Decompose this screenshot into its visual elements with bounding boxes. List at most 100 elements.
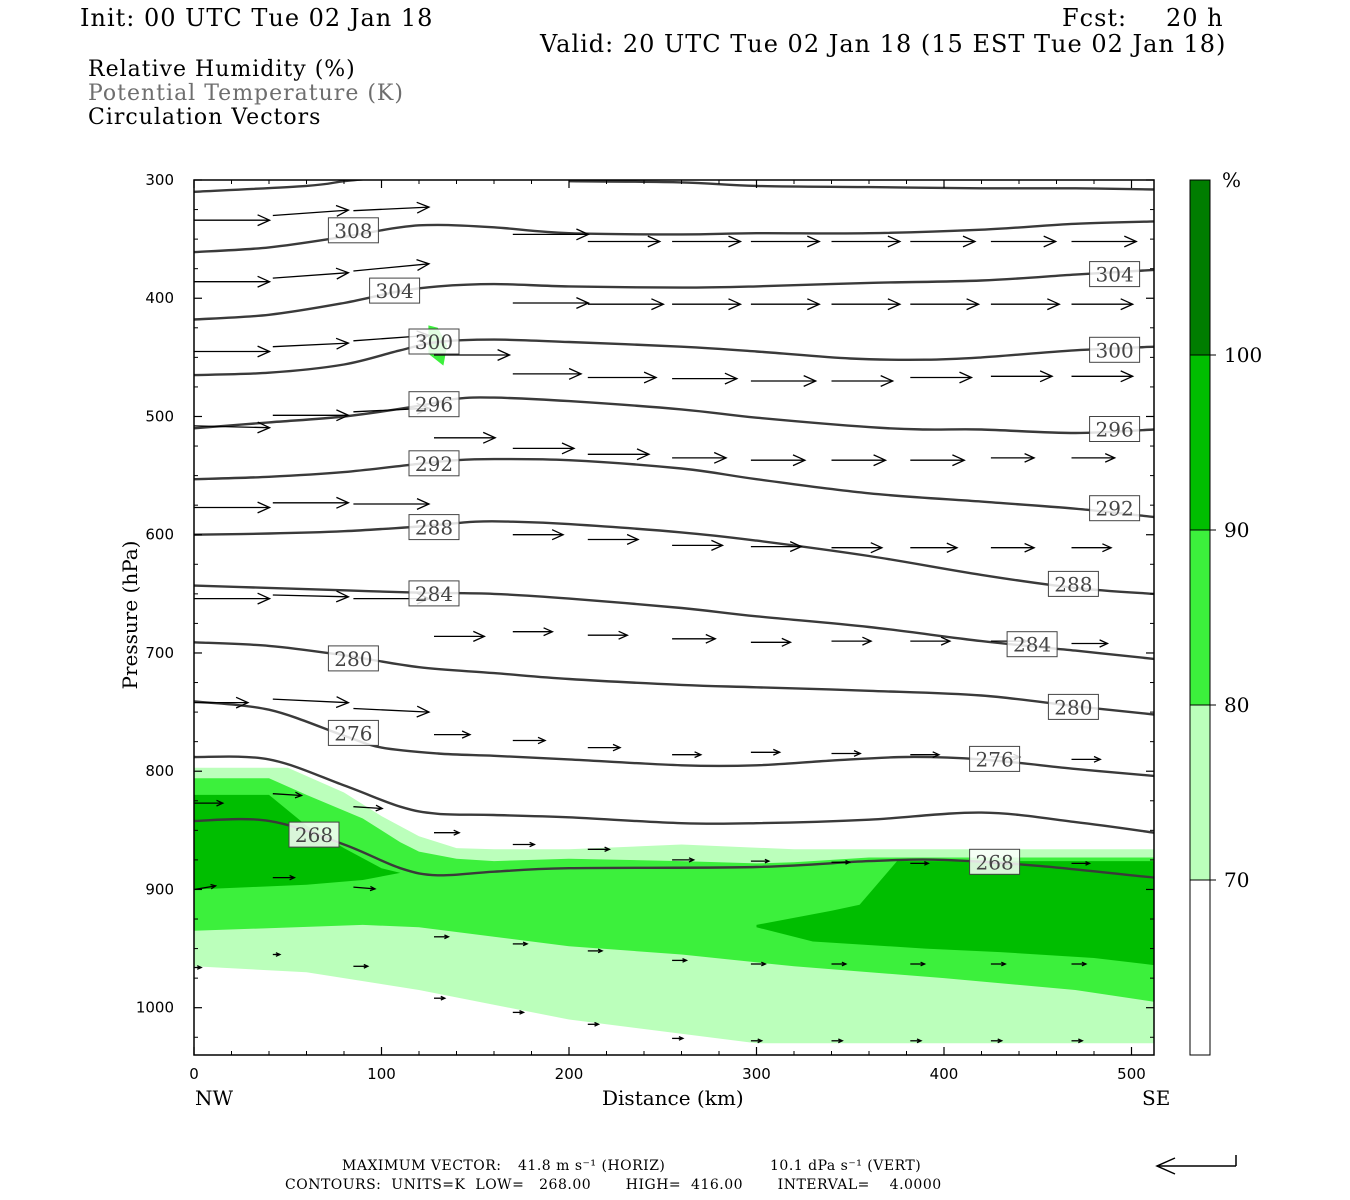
- circulation-vector: [512, 529, 565, 541]
- circulation-vector: [353, 885, 377, 892]
- circulation-vector: [1071, 755, 1102, 763]
- circulation-vector: [434, 995, 447, 1001]
- circulation-vector: [1071, 235, 1138, 248]
- init-time: Init: 00 UTC Tue 02 Jan 18: [80, 4, 434, 32]
- circulation-vector: [672, 298, 743, 311]
- contour-label-text: 292: [415, 452, 453, 476]
- circulation-vector: [910, 371, 974, 384]
- circulation-vector: [990, 370, 1054, 383]
- contour-label-text: 276: [334, 721, 372, 745]
- circulation-vector: [910, 861, 930, 866]
- circulation-vector: [587, 448, 651, 461]
- circulation-vector: [512, 442, 576, 455]
- circulation-vector: [750, 1038, 764, 1044]
- circulation-vector: [672, 539, 725, 551]
- contour-label-text: 288: [415, 516, 453, 540]
- contour-label-304: 304: [1089, 261, 1141, 288]
- circulation-vector: [434, 730, 472, 739]
- theta-contour-288: [194, 520, 1154, 596]
- circulation-vector: [272, 791, 304, 799]
- circulation-vector: [910, 1038, 923, 1044]
- circulation-vector: [672, 751, 703, 759]
- circulation-vector: [272, 696, 350, 709]
- contour-label-284: 284: [408, 580, 460, 607]
- circulation-vector: [750, 858, 771, 864]
- contour-label-text: 296: [1096, 418, 1134, 442]
- contour-label-268: 268: [969, 848, 1021, 875]
- circulation-vector: [587, 371, 658, 384]
- circulation-vector: [750, 748, 782, 756]
- theta-contour-304: [194, 268, 1154, 321]
- circulation-vector: [831, 542, 884, 554]
- colorbar-unit: %: [1222, 168, 1241, 192]
- forecast-label: Fcst:: [1062, 4, 1128, 32]
- circulation-vector: [434, 431, 497, 444]
- y-tick-label: 400: [145, 289, 174, 307]
- circulation-vector: [353, 258, 431, 272]
- circulation-vector: [512, 1010, 526, 1015]
- circulation-vector: [831, 375, 895, 387]
- circulation-vector: [990, 235, 1058, 248]
- colorbar-segment: [1190, 180, 1210, 355]
- circulation-vector: [672, 235, 743, 248]
- y-tick-label: 500: [145, 407, 174, 425]
- x-end-right-label: SE: [1142, 1086, 1170, 1110]
- theta-contour-292: [194, 457, 1154, 519]
- circulation-vector: [434, 934, 450, 940]
- circulation-vector: [750, 541, 803, 553]
- circulation-vector: [910, 636, 952, 646]
- circulation-vector: [672, 451, 728, 464]
- circulation-vector: [1071, 961, 1088, 967]
- contour-label-296: 296: [1089, 416, 1141, 442]
- circulation-vector: [194, 345, 272, 358]
- circulation-vector: [272, 267, 350, 280]
- contour-label-text: 284: [415, 582, 453, 606]
- circulation-vector: [512, 736, 547, 745]
- circulation-vector: [194, 799, 225, 807]
- circulation-vector: [587, 1021, 601, 1027]
- max-vector-vertical: 10.1 dPa s⁻¹ (VERT): [770, 1158, 922, 1174]
- theta-contour-316: [568, 180, 1154, 191]
- circulation-vector: [1071, 453, 1117, 463]
- contour-label-text: 288: [1054, 572, 1092, 596]
- contour-label-288: 288: [1047, 570, 1099, 597]
- circulation-vector: [272, 204, 350, 217]
- field-relative-humidity: Relative Humidity (%): [88, 57, 356, 82]
- circulation-vector: [990, 542, 1036, 553]
- circulation-vector: [272, 952, 282, 957]
- colorbar-label: 100: [1224, 343, 1262, 367]
- valid-time: Valid: 20 UTC Tue 02 Jan 18 (15 EST Tue …: [540, 30, 1227, 58]
- theta-contour-296: [194, 396, 1154, 435]
- x-tick-label: 500: [1117, 1065, 1146, 1083]
- circulation-vector: [587, 948, 604, 954]
- colorbar-frame: [1189, 179, 1211, 1056]
- circulation-vector: [1071, 1038, 1084, 1044]
- circulation-vector: [831, 859, 852, 865]
- circulation-vector: [353, 804, 384, 812]
- circulation-vector: [910, 454, 966, 467]
- circulation-vector: [910, 235, 977, 248]
- colorbar-label: 70: [1224, 868, 1249, 892]
- max-vector-label: MAXIMUM VECTOR:: [342, 1158, 502, 1174]
- circulation-vector: [272, 409, 350, 422]
- circulation-vector: [1071, 861, 1092, 866]
- circulation-vector: [353, 963, 370, 969]
- circulation-vector: [831, 235, 902, 248]
- x-tick-label: 100: [367, 1065, 396, 1083]
- contour-label-280: 280: [327, 645, 379, 672]
- circulation-vector: [750, 637, 793, 647]
- vector-layer: [194, 201, 1138, 1044]
- circulation-vector: [272, 496, 350, 509]
- colorbar-segment: [1190, 880, 1210, 1055]
- contour-label-308: 308: [327, 217, 379, 244]
- field-circulation-vectors: Circulation Vectors: [88, 105, 322, 130]
- contour-label-296: 296: [408, 391, 460, 418]
- circulation-vector: [750, 298, 821, 311]
- circulation-vector: [672, 372, 739, 385]
- circulation-vector: [194, 421, 272, 434]
- contour-label-276: 276: [327, 719, 379, 746]
- contour-label-text: 284: [1013, 633, 1051, 657]
- max-vector-horizontal: 41.8 m s⁻¹ (HORIZ): [518, 1158, 666, 1174]
- contour-label-layer: 308 304 300 296 292 288 284 280 276 268 304 300 296 2…: [288, 217, 1141, 875]
